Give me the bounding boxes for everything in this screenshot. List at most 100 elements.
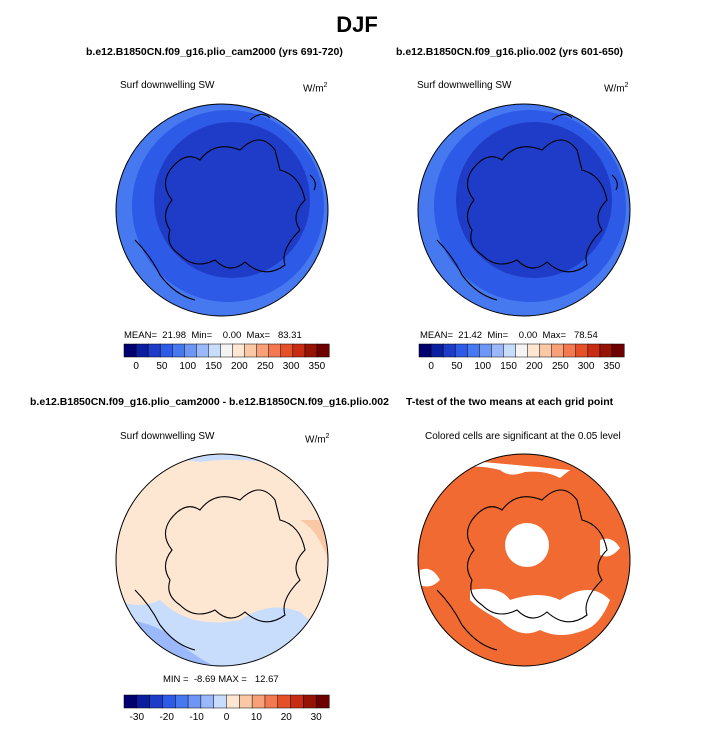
panel2-colorbar-swatch: [418, 343, 432, 358]
panel3-colorbar-swatch: [303, 694, 317, 709]
panel3-colorbar-swatch: [290, 694, 304, 709]
panel1-colorbar-swatch: [316, 343, 330, 358]
panel3-variable: Surf downwelling SW: [120, 431, 215, 442]
panel2-map: [418, 104, 630, 316]
panel2-units: W/m2: [604, 82, 629, 95]
panel2-stats: MEAN= 21.42 Min= 0.00 Max= 78.54: [420, 330, 598, 341]
panel3-colorbar-swatch: [264, 694, 279, 709]
panel1-colorbar-swatch: [123, 343, 137, 358]
panel1-colorbar-tick-label: 100: [179, 361, 196, 372]
panel2-colorbar: 0 50 100 150 200 250 300 350: [418, 343, 625, 372]
panel2-map-outline: [417, 103, 631, 317]
panel3-colorbar-swatch: [136, 694, 151, 709]
panel2-colorbar-swatch: [539, 343, 553, 358]
panel2-colorbar-tick-label: 250: [552, 361, 569, 372]
map4-eurasia-nonsig: [470, 588, 610, 635]
panel3-colorbar-tick-label: -30: [130, 712, 145, 723]
panel2-colorbar-tick-label: 0: [428, 361, 434, 372]
panel4-map: [418, 454, 630, 666]
panel3-colorbar-swatch: [251, 694, 266, 709]
panel2-colorbar-swatch: [479, 343, 492, 358]
panel2-coastline: [436, 113, 618, 301]
panel4-map-outline: [417, 453, 631, 667]
panel2-colorbar-swatch: [611, 343, 625, 358]
panel1-colorbar-tick-label: 300: [283, 361, 300, 372]
panel2-colorbar-tick-label: 300: [578, 361, 595, 372]
panel2-title: b.e12.B1850CN.f09_g16.plio.002 (yrs 601-…: [396, 46, 624, 58]
panel2-colorbar-swatch: [503, 343, 517, 358]
panel3-colorbar-tick-label: 30: [311, 712, 323, 723]
panel1-coastline: [134, 113, 316, 301]
panel1-colorbar-tick-label: 250: [257, 361, 274, 372]
map3-pos-east: [300, 520, 328, 560]
panel1-colorbar-swatch: [268, 343, 282, 358]
panel1-colorbar-tick-label: 0: [133, 361, 139, 372]
panel2-colorbar-tick-label: 150: [500, 361, 517, 372]
panel3-colorbar-tick-label: 20: [281, 712, 293, 723]
panel3-colorbar-swatch: [149, 694, 163, 709]
panel1-colorbar-swatch: [135, 343, 149, 358]
panel2-colorbar-swatch: [491, 343, 504, 358]
panel4-subtitle: Colored cells are significant at the 0.0…: [425, 431, 621, 442]
panel2-colorbar-swatch: [551, 343, 565, 358]
panel3-colorbar-swatch: [315, 694, 330, 709]
panel1-map-outline: [115, 103, 329, 317]
panel2-colorbar-swatch: [563, 343, 577, 358]
panel3-colorbar-swatch: [175, 694, 189, 709]
panel2-variable: Surf downwelling SW: [417, 80, 512, 91]
panel2-colorbar-tick-label: 100: [474, 361, 491, 372]
panel2-colorbar-swatch: [587, 343, 601, 358]
panel1-colorbar-swatch: [280, 343, 294, 358]
panel1-colorbar-swatch: [208, 343, 222, 358]
panel1-stats: MEAN= 21.98 Min= 0.00 Max= 83.31: [124, 330, 302, 341]
panel1-colorbar-swatch: [184, 343, 197, 358]
panel1-colorbar-swatch: [220, 343, 234, 358]
panel1-colorbar-tick-label: 50: [156, 361, 168, 372]
panel1-colorbar: 0 50 100 150 200 250 300 350: [123, 343, 330, 372]
panel3-colorbar-tick-label: -10: [189, 712, 204, 723]
map4-pole-nonsig: [505, 523, 549, 567]
panel2-colorbar-swatch: [599, 343, 613, 358]
panel3-colorbar-swatch: [239, 694, 253, 709]
main-title: DJF: [336, 12, 378, 37]
panel3-map: [116, 454, 328, 666]
panel2-colorbar-swatch: [466, 343, 480, 358]
panel3-colorbar-swatch: [277, 694, 292, 709]
panel1-colorbar-swatch: [244, 343, 258, 358]
panel3-colorbar-swatch: [213, 694, 228, 709]
panel2-colorbar-swatch: [454, 343, 468, 358]
panel1-colorbar-swatch: [304, 343, 318, 358]
panel3-units: W/m2: [305, 433, 330, 446]
panel3-title: b.e12.B1850CN.f09_g16.plio_cam2000 - b.e…: [30, 396, 389, 408]
panel1-colorbar-swatch: [256, 343, 270, 358]
panel2-colorbar-tick-label: 350: [604, 361, 621, 372]
panel3-coastline: [134, 489, 306, 651]
panel1-variable: Surf downwelling SW: [120, 80, 215, 91]
panel1-colorbar-swatch: [292, 343, 306, 358]
panel4-coastline: [436, 489, 608, 651]
panel3-colorbar-swatch: [187, 694, 202, 709]
panel2-colorbar-tick-label: 200: [526, 361, 543, 372]
panel2-colorbar-swatch: [515, 343, 529, 358]
panel3-colorbar-swatch: [123, 694, 138, 709]
panel1-colorbar-swatch: [171, 343, 185, 358]
panel4-title: T-test of the two means at each grid poi…: [406, 396, 614, 408]
panel1-colorbar-swatch: [196, 343, 209, 358]
panel1-colorbar-swatch: [232, 343, 246, 358]
panel2-colorbar-tick-label: 50: [451, 361, 463, 372]
panel3-colorbar-tick-label: 10: [251, 712, 263, 723]
panel3-colorbar-swatch: [162, 694, 176, 709]
panel1-colorbar-tick-label: 200: [231, 361, 248, 372]
panel3-map-outline: [115, 453, 329, 667]
panel2-colorbar-swatch: [442, 343, 456, 358]
panel1-colorbar-tick-label: 350: [309, 361, 326, 372]
panel3-colorbar-tick-label: 0: [224, 712, 230, 723]
panel1-units: W/m2: [303, 82, 328, 95]
panel1-map: [116, 104, 328, 316]
panel3-colorbar-swatch: [226, 694, 240, 709]
panel2-colorbar-swatch: [430, 343, 444, 358]
panel3-colorbar-tick-label: -20: [159, 712, 174, 723]
panel1-colorbar-swatch: [159, 343, 173, 358]
panel3-stats: MIN = -8.69 MAX = 12.67: [163, 674, 279, 685]
